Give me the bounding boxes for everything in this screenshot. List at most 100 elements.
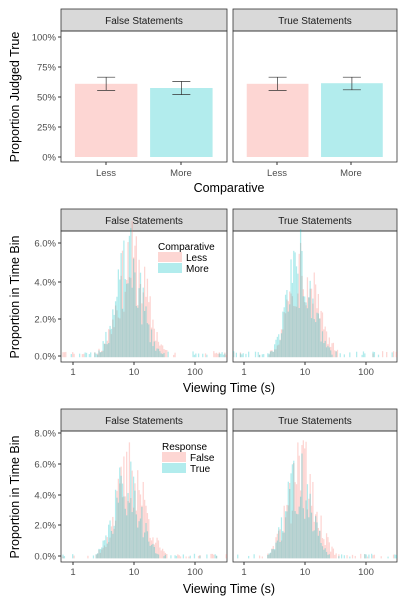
histogram-bar: [152, 319, 154, 358]
histogram-bar: [101, 547, 103, 559]
histogram-bar: [197, 555, 200, 559]
histogram-bar: [222, 354, 225, 358]
x-tick-label: Less: [267, 168, 287, 179]
histogram-bar: [109, 520, 111, 559]
histogram-bar: [331, 546, 333, 559]
histogram-bar: [156, 537, 158, 559]
legend-label: False: [190, 453, 215, 464]
histogram-bar: [144, 499, 146, 559]
histogram-bar: [95, 554, 97, 559]
histogram-bar: [62, 554, 64, 559]
histogram-bar: [123, 496, 125, 559]
histogram-bar: [96, 553, 99, 559]
histogram-bar: [334, 554, 336, 559]
histogram-bar: [72, 352, 74, 358]
histogram-bar: [149, 545, 151, 559]
histogram-bar: [101, 350, 103, 358]
histogram-bar: [269, 553, 272, 559]
histogram-bar: [233, 351, 235, 358]
histogram-bar: [83, 353, 85, 358]
histogram-bar: [137, 307, 139, 358]
histogram-bar: [268, 354, 270, 358]
histogram-bar: [123, 240, 125, 358]
histogram-bar: [197, 353, 200, 358]
histogram-bar: [112, 516, 114, 559]
histogram-bar: [304, 302, 306, 358]
histogram-bar: [145, 296, 147, 358]
y-tick-label: 0%: [42, 153, 56, 164]
histogram-bar: [144, 532, 146, 559]
histogram-bar: [319, 530, 321, 559]
histogram-bar: [124, 291, 126, 358]
histogram-bar: [324, 326, 326, 358]
x-tick-label: 10: [129, 567, 140, 578]
x-tick: 1: [241, 562, 247, 578]
legend: Response False True: [162, 442, 215, 475]
histogram-bar: [218, 352, 220, 358]
histogram-bar: [325, 331, 328, 358]
histogram-bar: [272, 545, 274, 559]
histogram-bar: [360, 553, 362, 559]
histogram-bar: [282, 530, 284, 559]
bar-layer: [74, 76, 383, 157]
histogram-comparative: False Statements True Statements 0.0% 2.…: [8, 208, 398, 395]
histogram-bar: [102, 341, 104, 358]
histogram-bar: [271, 549, 273, 559]
histogram-bar: [299, 490, 302, 559]
histogram-bar: [310, 318, 313, 358]
bar: [150, 88, 213, 157]
histogram-bar: [138, 259, 140, 358]
x-tick: 100: [358, 362, 374, 378]
histogram-bar: [313, 530, 315, 559]
histogram-bar: [130, 228, 132, 358]
histogram-bar: [119, 467, 121, 559]
histogram-bar: [150, 329, 153, 358]
histogram-bar: [103, 344, 106, 358]
histogram-bar: [217, 353, 219, 358]
histogram-bar: [279, 529, 281, 559]
histogram-bar: [215, 555, 218, 559]
strip-label: True Statements: [278, 16, 352, 27]
histogram-bar: [269, 350, 272, 358]
histogram-bar: [289, 483, 291, 559]
histogram-bar: [177, 554, 179, 559]
histogram-bar: [295, 484, 298, 559]
histogram-bar: [211, 553, 214, 559]
x-tick-label: 10: [129, 367, 140, 378]
histogram-bar: [279, 339, 281, 358]
histogram-bar: [116, 310, 118, 358]
histogram-bar: [248, 351, 250, 358]
histogram-bar: [312, 303, 314, 358]
histogram-bar: [130, 277, 132, 358]
histogram-bar: [134, 245, 136, 358]
histogram-bar: [149, 296, 151, 358]
histogram-bar: [160, 550, 162, 559]
histogram-bar: [235, 352, 237, 358]
histogram-bar: [283, 532, 285, 559]
histogram-bar: [141, 505, 143, 559]
histogram-bar: [101, 549, 103, 559]
histogram-bar: [164, 552, 167, 559]
histogram-bar: [175, 555, 178, 559]
histogram-bar: [364, 554, 366, 559]
histogram-bar: [70, 354, 72, 358]
histogram-bar: [98, 548, 100, 559]
y-tick: 0.0%: [34, 352, 61, 363]
histogram-bar: [126, 515, 128, 559]
histogram-bar: [119, 483, 121, 559]
histogram-bar: [309, 473, 311, 559]
legend-key-true: [162, 463, 186, 473]
histogram-bar: [161, 345, 164, 358]
histogram-bar: [155, 350, 157, 358]
histogram-bar: [130, 461, 132, 559]
histogram-bar: [224, 353, 226, 358]
histogram-bar: [152, 346, 154, 358]
histogram-bar: [290, 473, 292, 559]
histogram-bar: [113, 327, 115, 358]
histogram-bar: [312, 481, 314, 559]
histogram-bar: [395, 351, 397, 358]
y-tick-label: 2.0%: [34, 521, 56, 532]
histogram-bar: [349, 556, 351, 559]
y-tick: 2.0%: [34, 521, 61, 532]
histogram-bar: [182, 554, 185, 559]
